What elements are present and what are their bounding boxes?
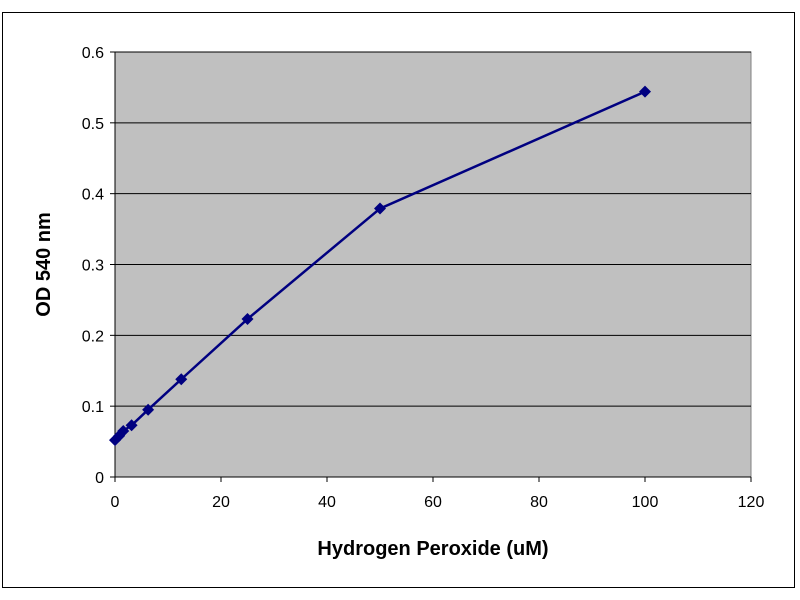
y-tick-label: 0.4 [82,187,104,204]
data-point [241,313,254,326]
x-axis-title: Hydrogen Peroxide (uM) [317,538,548,560]
y-axis-title: OD 540 nm [33,212,55,316]
y-tick-label: 0.1 [82,399,104,416]
y-tick-labels: 0 0.1 0.2 0.3 0.4 0.5 0.6 [82,45,115,487]
y-tick-label: 0.2 [82,328,104,345]
series-group [109,85,651,447]
data-point [125,419,138,432]
x-tick-label: 0 [111,494,120,511]
x-tick-label: 60 [424,494,442,511]
x-tick-label: 20 [212,494,230,511]
x-tick-label: 120 [738,494,765,511]
y-tick-label: 0.5 [82,116,104,133]
x-tick-label: 80 [530,494,548,511]
x-tick-label: 100 [632,494,659,511]
y-tick-label: 0.6 [82,45,104,62]
data-point [142,403,155,416]
data-point [117,424,130,437]
y-tick-label: 0.3 [82,258,104,275]
data-point [175,373,188,386]
data-point [374,202,386,215]
x-tick-label: 40 [318,494,336,511]
x-tick-labels: 0 20 40 60 80 100 120 [111,477,765,511]
gridlines [115,51,751,407]
y-tick-label: 0 [95,470,104,487]
data-point [639,85,651,98]
